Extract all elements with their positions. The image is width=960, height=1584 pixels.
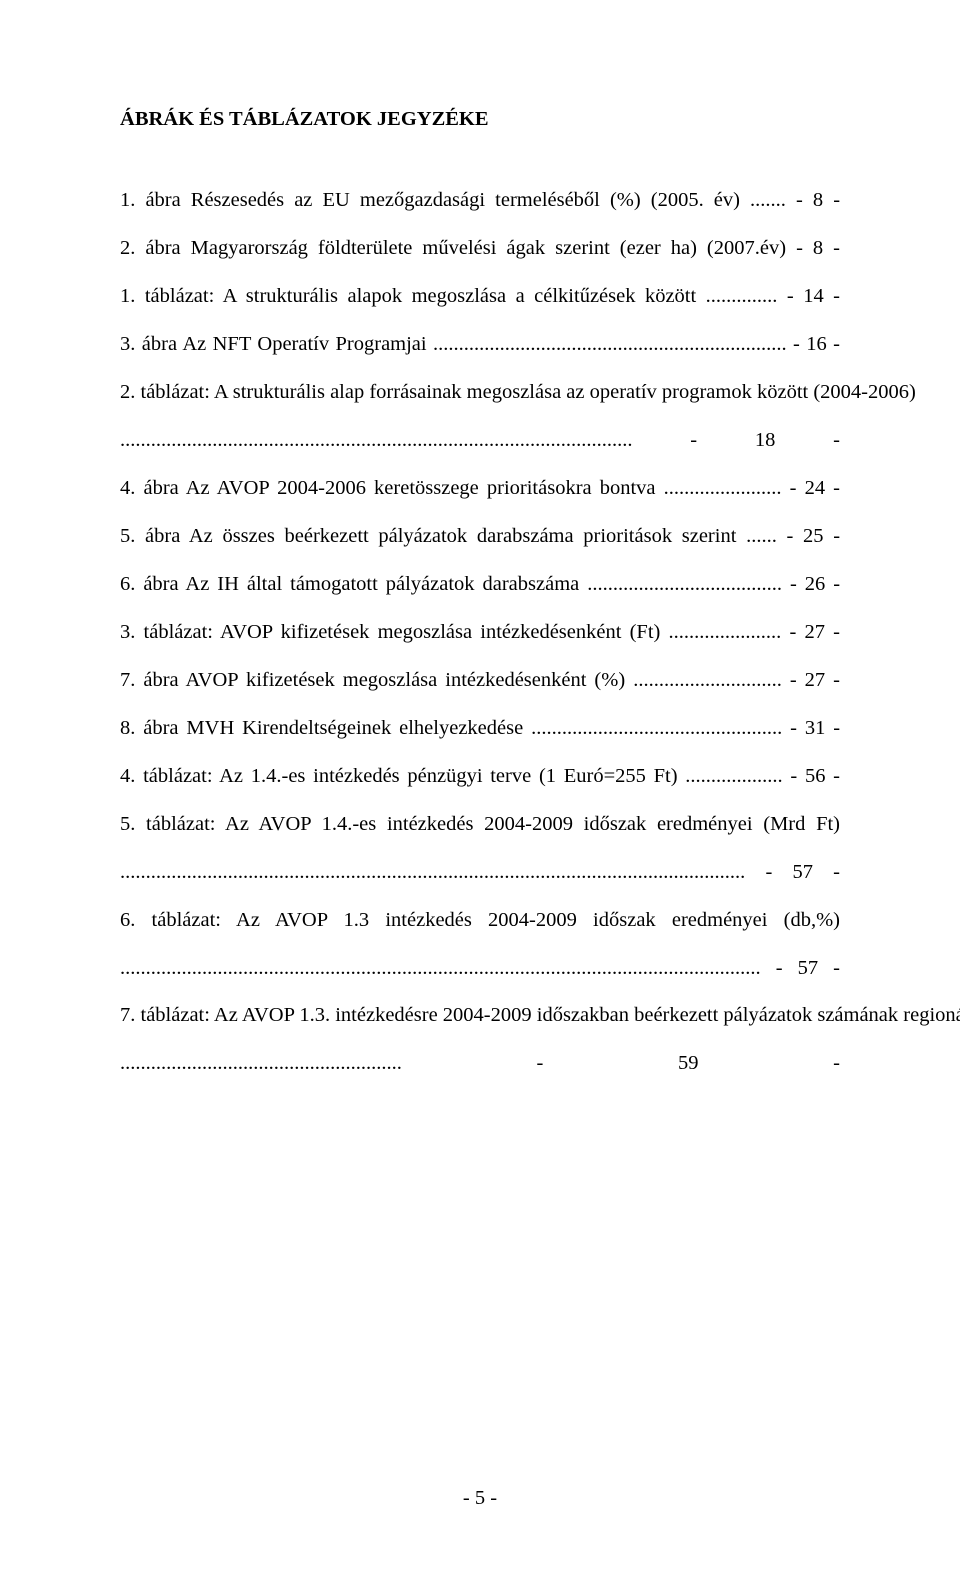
toc-label: 2. ábra Magyarország földterülete művelé… bbox=[120, 237, 786, 259]
toc-page: - 57 - bbox=[776, 957, 840, 979]
page-title: ÁBRÁK ÉS TÁBLÁZATOK JEGYZÉKE bbox=[120, 108, 840, 131]
toc-leader: ........................................… bbox=[433, 333, 787, 355]
toc-entry: 4. ábra Az AVOP 2004-2006 keretösszege p… bbox=[120, 465, 840, 513]
toc-leader: ...... bbox=[746, 525, 777, 547]
toc-page: - 59 - bbox=[537, 1052, 840, 1074]
toc-leader: ........................................… bbox=[531, 717, 782, 739]
toc-leader: ........................................… bbox=[120, 1052, 402, 1074]
toc-label: 8. ábra MVH Kirendeltségeinek elhelyezke… bbox=[120, 717, 523, 739]
toc-page: - 27 - bbox=[789, 621, 840, 643]
toc-entry: 7. táblázat: Az AVOP 1.3. intézkedésre 2… bbox=[120, 992, 840, 1088]
toc-label: 1. ábra Részesedés az EU mezőgazdasági t… bbox=[120, 189, 740, 211]
toc-leader: ........................................… bbox=[120, 957, 761, 979]
toc-leader: ............................. bbox=[633, 669, 782, 691]
toc-label: 3. ábra Az NFT Operatív Programjai bbox=[120, 333, 427, 355]
toc-entry: 6. ábra Az IH által támogatott pályázato… bbox=[120, 561, 840, 609]
toc-page: - 56 - bbox=[790, 765, 840, 787]
toc-leader: .............. bbox=[706, 285, 778, 307]
toc-leader: ....... bbox=[750, 189, 786, 211]
toc-page: - 31 - bbox=[790, 717, 840, 739]
toc-entry: 5. ábra Az összes beérkezett pályázatok … bbox=[120, 513, 840, 561]
heading-rest: BRÁK ÉS TÁBLÁZATOK JEGYZÉKE bbox=[135, 108, 489, 130]
toc-label: 5. táblázat: Az AVOP 1.4.-es intézkedés … bbox=[120, 813, 840, 835]
toc-leader: ...................... bbox=[669, 621, 782, 643]
toc-entry: 3. táblázat: AVOP kifizetések megoszlása… bbox=[120, 609, 840, 657]
toc-entry: 5. táblázat: Az AVOP 1.4.-es intézkedés … bbox=[120, 801, 840, 897]
heading-first-char: Á bbox=[120, 108, 135, 130]
toc-entry: 3. ábra Az NFT Operatív Programjai .....… bbox=[120, 321, 840, 369]
toc-label: 6. ábra Az IH által támogatott pályázato… bbox=[120, 573, 579, 595]
toc-page: - 8 - bbox=[796, 189, 840, 211]
toc-page: - 8 - bbox=[796, 237, 840, 259]
toc-page: - 24 - bbox=[790, 477, 840, 499]
toc-leader: ................... bbox=[685, 765, 782, 787]
toc-label: 1. táblázat: A strukturális alapok megos… bbox=[120, 285, 696, 307]
toc-page: - 25 - bbox=[787, 525, 841, 547]
toc-label: 2. táblázat: A strukturális alap forrása… bbox=[120, 381, 916, 403]
toc-label: 4. táblázat: Az 1.4.-es intézkedés pénzü… bbox=[120, 765, 678, 787]
toc-list: 1. ábra Részesedés az EU mezőgazdasági t… bbox=[120, 177, 840, 1088]
toc-entry: 2. táblázat: A strukturális alap forrása… bbox=[120, 369, 840, 465]
toc-entry: 1. ábra Részesedés az EU mezőgazdasági t… bbox=[120, 177, 840, 225]
toc-leader: ...................................... bbox=[587, 573, 782, 595]
toc-label: 4. ábra Az AVOP 2004-2006 keretösszege p… bbox=[120, 477, 656, 499]
toc-entry: 7. ábra AVOP kifizetések megoszlása inté… bbox=[120, 657, 840, 705]
toc-leader: ........................................… bbox=[120, 861, 745, 883]
toc-label: 6. táblázat: Az AVOP 1.3 intézkedés 2004… bbox=[120, 909, 840, 931]
toc-page: - 14 - bbox=[787, 285, 840, 307]
toc-page: - 16 - bbox=[793, 333, 840, 355]
toc-entry: 6. táblázat: Az AVOP 1.3 intézkedés 2004… bbox=[120, 897, 840, 993]
toc-label: 7. táblázat: Az AVOP 1.3. intézkedésre 2… bbox=[120, 1004, 960, 1026]
toc-page: - 18 - bbox=[690, 429, 840, 451]
toc-leader: ........................................… bbox=[120, 429, 633, 451]
toc-page: - 26 - bbox=[790, 573, 840, 595]
toc-label: 3. táblázat: AVOP kifizetések megoszlása… bbox=[120, 621, 660, 643]
toc-entry: 1. táblázat: A strukturális alapok megos… bbox=[120, 273, 840, 321]
document-page: ÁBRÁK ÉS TÁBLÁZATOK JEGYZÉKE 1. ábra Rés… bbox=[0, 0, 960, 1584]
toc-label: 5. ábra Az összes beérkezett pályázatok … bbox=[120, 525, 736, 547]
toc-leader: ....................... bbox=[664, 477, 782, 499]
toc-page: - 57 - bbox=[765, 861, 840, 883]
page-number: - 5 - bbox=[0, 1487, 960, 1510]
toc-entry: 8. ábra MVH Kirendeltségeinek elhelyezke… bbox=[120, 705, 840, 753]
toc-page: - 27 - bbox=[790, 669, 840, 691]
toc-label: 7. ábra AVOP kifizetések megoszlása inté… bbox=[120, 669, 625, 691]
toc-entry: 2. ábra Magyarország földterülete művelé… bbox=[120, 225, 840, 273]
toc-entry: 4. táblázat: Az 1.4.-es intézkedés pénzü… bbox=[120, 753, 840, 801]
